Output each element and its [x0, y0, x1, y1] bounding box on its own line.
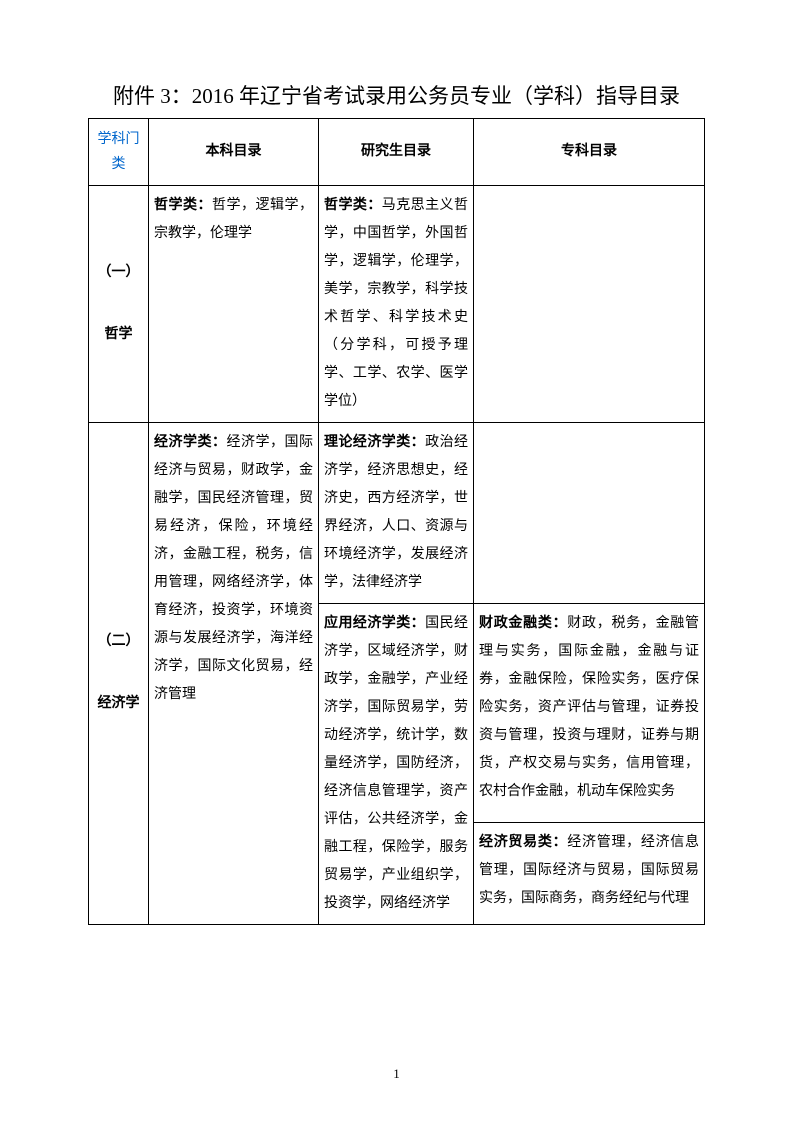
economics-junior-empty [474, 423, 705, 604]
content-label: 财政金融类： [479, 616, 567, 631]
table-row: （二） 经济学 经济学类：经济学，国际经济与贸易，财政学，金融学，国民经济管理，… [89, 423, 705, 604]
header-grad: 研究生目录 [319, 118, 474, 185]
content-text: 经济学，国际经济与贸易，财政学，金融学，国民经济管理，贸易经济，保险，环境经济，… [154, 435, 313, 702]
content-label: 经济贸易类： [479, 835, 567, 850]
content-label: 哲学类： [154, 198, 212, 213]
category-number: （二） [94, 627, 143, 658]
philosophy-category: （一） 哲学 [89, 186, 149, 423]
content-label: 理论经济学类： [324, 435, 425, 450]
economics-undergrad: 经济学类：经济学，国际经济与贸易，财政学，金融学，国民经济管理，贸易经济，保险，… [149, 423, 319, 925]
catalog-table: 学科门类 本科目录 研究生目录 专科目录 （一） 哲学 哲学类：哲学，逻辑学，宗… [88, 118, 705, 925]
header-row: 学科门类 本科目录 研究生目录 专科目录 [89, 118, 705, 185]
header-undergrad: 本科目录 [149, 118, 319, 185]
economics-grad-theory: 理论经济学类：政治经济学，经济思想史，经济史，西方经济学，世界经济，人口、资源与… [319, 423, 474, 604]
content-text: 国民经济学，区域经济学，财政学，金融学，产业经济学，国际贸易学，劳动经济学，统计… [324, 616, 468, 911]
content-text: 马克思主义哲学，中国哲学，外国哲学，逻辑学，伦理学，美学，宗教学，科学技术哲学、… [324, 198, 468, 409]
content-text: 财政，税务，金融管理与实务，国际金融，金融与证券，金融保险，保险实务，医疗保险实… [479, 616, 699, 799]
philosophy-junior [474, 186, 705, 423]
philosophy-grad: 哲学类：马克思主义哲学，中国哲学，外国哲学，逻辑学，伦理学，美学，宗教学，科学技… [319, 186, 474, 423]
content-label: 应用经济学类： [324, 616, 425, 631]
table-row: （一） 哲学 哲学类：哲学，逻辑学，宗教学，伦理学 哲学类：马克思主义哲学，中国… [89, 186, 705, 423]
content-label: 哲学类： [324, 198, 382, 213]
header-category: 学科门类 [89, 118, 149, 185]
content-text: 政治经济学，经济思想史，经济史，西方经济学，世界经济，人口、资源与环境经济学，发… [324, 435, 468, 590]
category-name: 经济学 [94, 689, 143, 720]
philosophy-undergrad: 哲学类：哲学，逻辑学，宗教学，伦理学 [149, 186, 319, 423]
document-title: 附件 3：2016 年辽宁省考试录用公务员专业（学科）指导目录 [88, 78, 705, 116]
category-name: 哲学 [94, 320, 143, 351]
page-number: 1 [0, 1066, 793, 1082]
content-label: 经济学类： [154, 435, 227, 450]
economics-grad-applied: 应用经济学类：国民经济学，区域经济学，财政学，金融学，产业经济学，国际贸易学，劳… [319, 604, 474, 925]
economics-junior-trade: 经济贸易类：经济管理，经济信息管理，国际经济与贸易，国际贸易实务，国际商务，商务… [474, 823, 705, 925]
economics-category: （二） 经济学 [89, 423, 149, 925]
header-junior: 专科目录 [474, 118, 705, 185]
economics-junior-finance: 财政金融类：财政，税务，金融管理与实务，国际金融，金融与证券，金融保险，保险实务… [474, 604, 705, 823]
category-number: （一） [94, 258, 143, 289]
